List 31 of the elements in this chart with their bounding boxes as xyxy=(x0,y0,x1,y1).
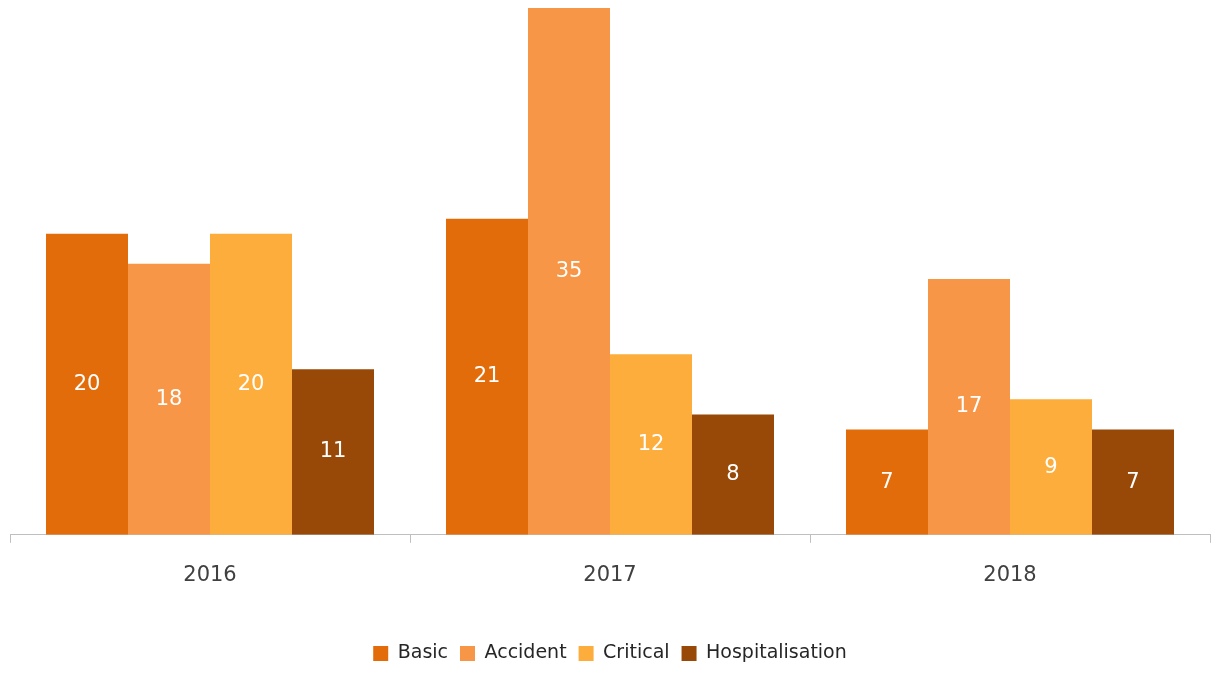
data-label: 11 xyxy=(319,438,347,463)
data-label: 20 xyxy=(237,370,265,395)
legend-label: Critical xyxy=(603,640,670,663)
x-tick-label: 2018 xyxy=(983,561,1037,586)
data-label: 12 xyxy=(637,430,665,455)
legend-label: Hospitalisation xyxy=(706,640,847,663)
bar xyxy=(292,369,374,535)
data-label: 8 xyxy=(726,461,740,486)
legend-label: Accident xyxy=(484,640,567,663)
bar xyxy=(46,233,128,535)
bar xyxy=(610,354,692,535)
data-label: 17 xyxy=(955,393,983,418)
bar xyxy=(446,218,528,535)
x-tick-label: 2016 xyxy=(183,561,237,586)
data-label: 35 xyxy=(555,257,583,282)
bar xyxy=(692,414,774,535)
data-label: 7 xyxy=(880,468,894,493)
x-tick-label: 2017 xyxy=(583,561,637,586)
bar xyxy=(1092,429,1174,535)
bar xyxy=(210,233,292,535)
bar xyxy=(528,8,610,535)
bar xyxy=(128,263,210,535)
bar xyxy=(1010,399,1092,535)
bar xyxy=(846,429,928,535)
data-label: 7 xyxy=(1126,468,1140,493)
legend-label: Basic xyxy=(397,640,449,663)
data-label: 9 xyxy=(1044,453,1058,478)
data-label: 18 xyxy=(155,385,183,410)
data-label: 20 xyxy=(73,370,101,395)
data-label: 21 xyxy=(473,363,501,388)
bar xyxy=(928,278,1010,535)
